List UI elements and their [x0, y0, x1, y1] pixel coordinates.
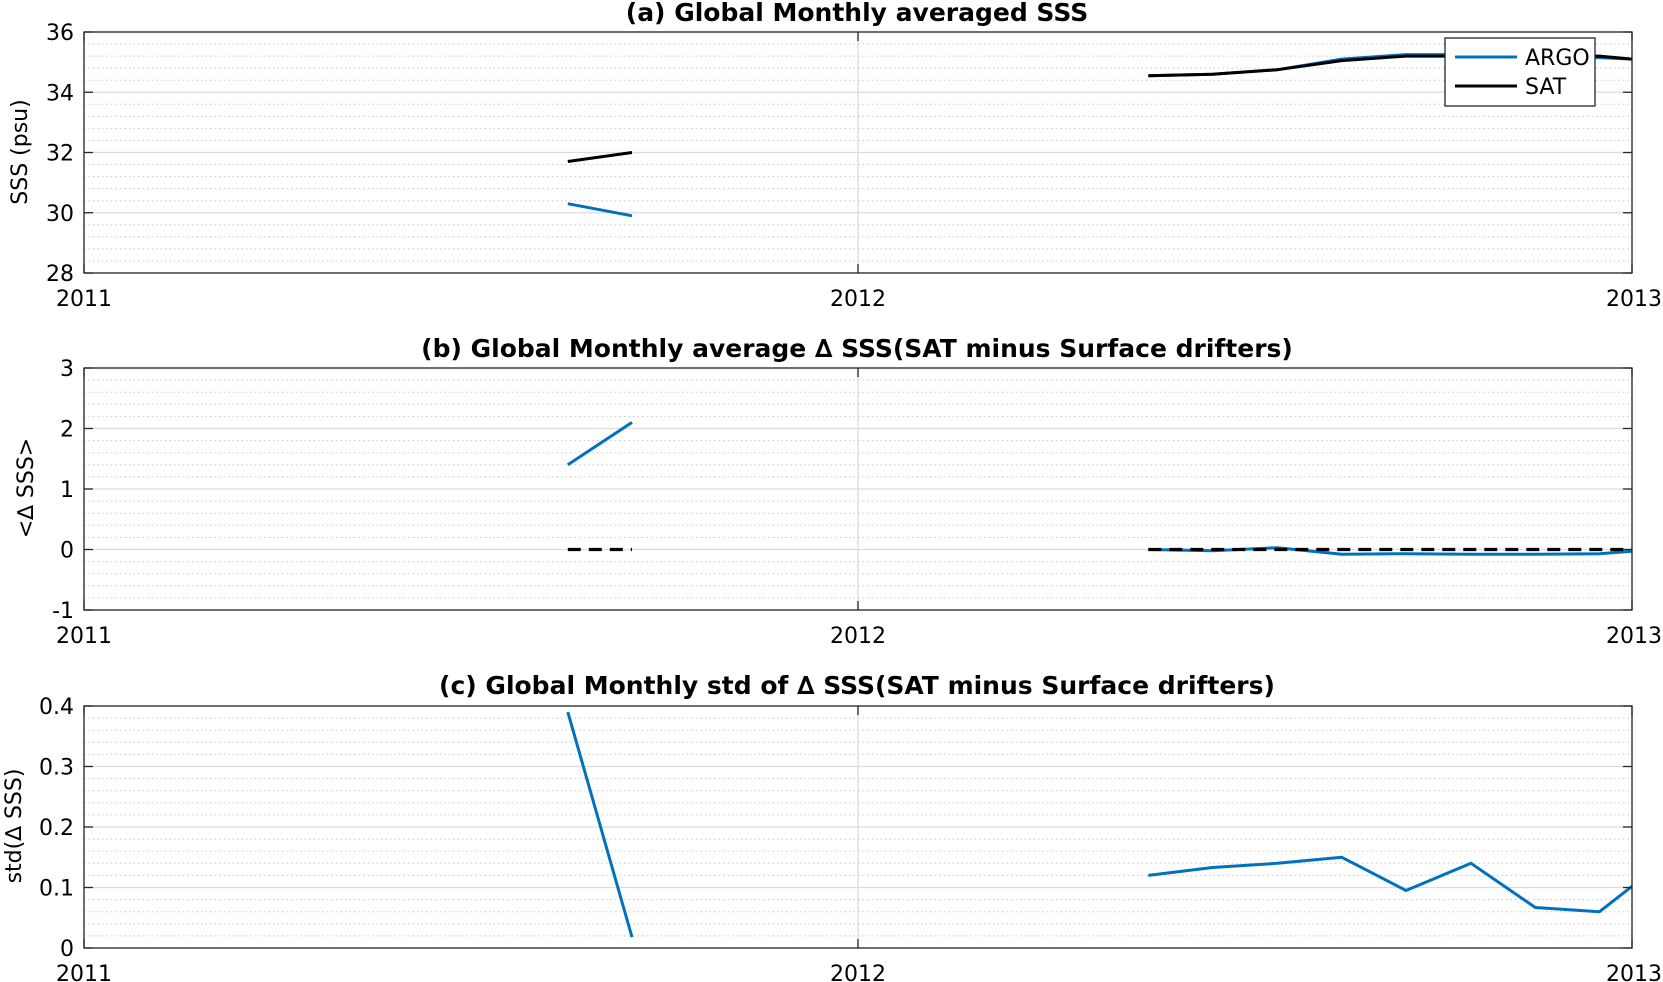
- panel-c-series-line-1: [566, 711, 634, 938]
- panel-b-ytick-label: 3: [60, 357, 74, 382]
- panel-c-ytick-label: 0.3: [39, 756, 74, 781]
- panel-a-xtick-label: 2011: [56, 287, 112, 312]
- legend-label-sat: SAT: [1525, 75, 1567, 100]
- panel-b: (b) Global Monthly average ∆ SSS(SAT min…: [14, 334, 1662, 649]
- panel-a-ylabel: SSS (psu): [8, 99, 33, 204]
- panel-b-ytick-label: 2: [60, 418, 74, 443]
- panel-b-series-line-1: [566, 421, 633, 467]
- panel-c-ytick-label: 0.1: [39, 877, 74, 902]
- panel-c-ylabel: std(∆ SSS): [2, 769, 27, 884]
- legend-box: [1444, 37, 1596, 107]
- panel-a-ytick-label: 36: [46, 21, 74, 46]
- panel-a-axes: 28 30 32 34 36 2011 2012 2013: [46, 21, 1662, 312]
- panel-a-ytick-label: 34: [46, 81, 74, 106]
- panel-a-title: (a) Global Monthly averaged SSS: [626, 0, 1088, 27]
- panel-b-xtick-label: 2011: [56, 624, 112, 649]
- panel-a-series-sat: [567, 151, 633, 163]
- panel-c-ytick-label: 0.2: [39, 816, 74, 841]
- panel-b-title: (b) Global Monthly average ∆ SSS(SAT min…: [421, 334, 1293, 363]
- panel-c-series-line-1: [1148, 855, 1633, 914]
- panel-b-ylabel: <∆ SSS>: [14, 438, 39, 538]
- panel-a-ytick-label: 28: [46, 262, 74, 287]
- panel-b-xtick-label: 2012: [830, 624, 886, 649]
- panel-c-title: (c) Global Monthly std of ∆ SSS(SAT minu…: [439, 671, 1275, 700]
- panel-a-xtick-label: 2013: [1606, 287, 1662, 312]
- panel-a-grid: [83, 31, 1633, 274]
- panel-a-ytick-label: 32: [46, 142, 74, 167]
- panel-b-axes: -1 0 1 2 3 2011 2012 2013: [52, 357, 1662, 649]
- panel-c-ytick-label: 0.4: [39, 695, 74, 720]
- panel-b-ytick-label: -1: [52, 599, 74, 624]
- panel-a: (a) Global Monthly averaged SSS SSS (psu…: [8, 0, 1662, 312]
- panel-b-grid: [83, 367, 1633, 611]
- panel-c-ytick-label: 0: [60, 937, 74, 962]
- panel-b-series: [566, 421, 1633, 556]
- panel-c: (c) Global Monthly std of ∆ SSS(SAT minu…: [2, 671, 1662, 982]
- panel-c-grid: [83, 705, 1633, 949]
- panel-c-xtick-label: 2013: [1606, 962, 1662, 982]
- panel-c-xtick-label: 2011: [56, 962, 112, 982]
- panel-a-series-argo: [567, 202, 633, 218]
- panel-b-xtick-label: 2013: [1606, 624, 1662, 649]
- panel-a-xtick-label: 2012: [830, 287, 886, 312]
- panel-c-xtick-label: 2012: [830, 962, 886, 982]
- panel-c-series: [566, 711, 1633, 938]
- legend-label-argo: ARGO: [1525, 46, 1590, 71]
- panel-b-ytick-label: 0: [60, 539, 74, 564]
- panel-a-legend: ARGO SAT: [1444, 37, 1596, 107]
- panel-b-ytick-label: 1: [60, 478, 74, 503]
- panel-c-axes: 0 0.1 0.2 0.3 0.4 2011 2012 2013: [39, 695, 1662, 982]
- panel-a-ytick-label: 30: [46, 202, 74, 227]
